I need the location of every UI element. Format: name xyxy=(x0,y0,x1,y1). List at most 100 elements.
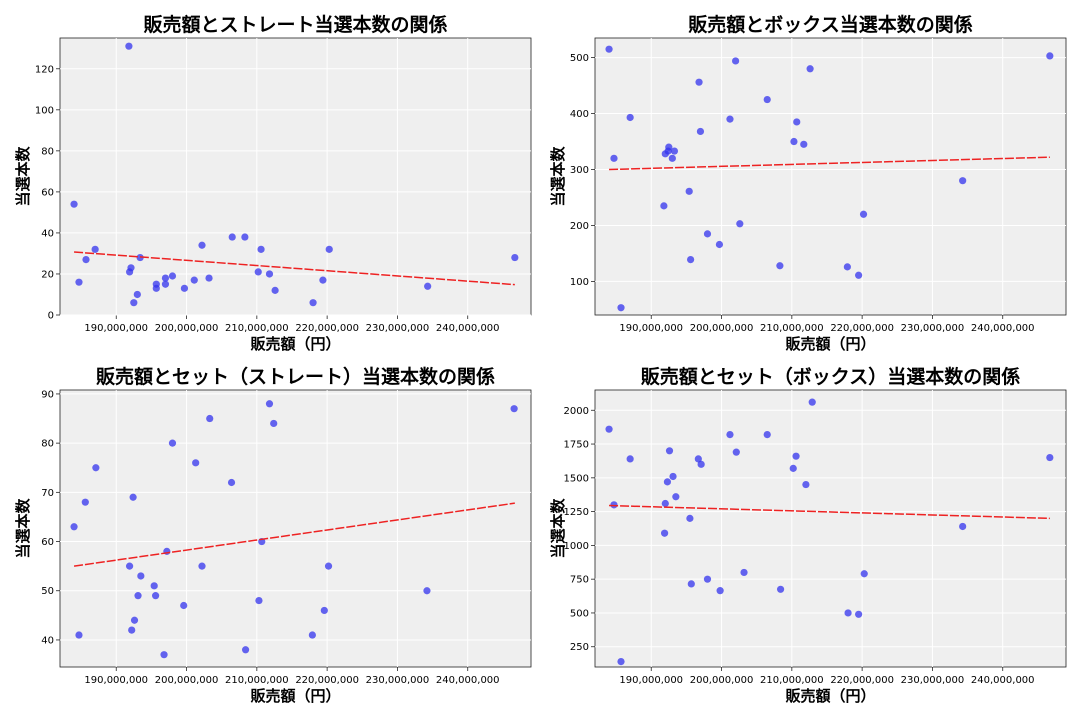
data-point xyxy=(134,592,142,600)
data-point xyxy=(605,45,613,53)
x-tick-label: 220,000,000 xyxy=(295,675,359,686)
data-point xyxy=(152,284,160,292)
data-point xyxy=(160,651,168,659)
y-tick-label: 1000 xyxy=(564,541,589,552)
plot-area xyxy=(59,389,532,668)
y-tick-label: 100 xyxy=(35,105,54,116)
data-point xyxy=(605,425,613,433)
data-point xyxy=(793,118,801,126)
data-point xyxy=(740,568,748,577)
x-axis-label: 販売額（円） xyxy=(250,335,340,353)
chart-panel-3: 190,000,000 200,000,000 210,000,000 220,000… xyxy=(14,365,532,705)
data-point xyxy=(731,57,740,65)
data-point xyxy=(198,562,206,570)
plot-area xyxy=(594,37,1067,316)
data-point xyxy=(133,290,141,299)
trend-line xyxy=(609,156,1050,171)
data-point xyxy=(309,299,317,307)
x-axis-label: 販売額（円） xyxy=(250,687,340,705)
data-point xyxy=(694,455,702,463)
y-tick-label: 400 xyxy=(570,109,589,120)
data-point xyxy=(265,400,274,408)
data-point xyxy=(91,245,99,253)
data-point xyxy=(685,187,693,195)
y-axis-label: 当選本数 xyxy=(14,498,32,559)
data-point xyxy=(198,241,206,249)
data-point xyxy=(665,143,673,151)
y-tick-label: 20 xyxy=(41,269,54,280)
y-tick-label: 80 xyxy=(41,439,54,450)
data-point xyxy=(802,480,810,489)
data-point xyxy=(660,202,668,210)
data-point xyxy=(703,575,712,583)
data-point xyxy=(180,284,189,292)
x-axis-label: 販売額（円） xyxy=(785,687,875,705)
data-point xyxy=(663,478,672,486)
data-point xyxy=(70,523,78,531)
data-point xyxy=(510,405,518,413)
y-tick-label: 120 xyxy=(35,64,54,75)
y-axis-label: 当選本数 xyxy=(14,146,32,207)
data-point xyxy=(855,610,863,618)
y-tick-label: 750 xyxy=(570,575,589,586)
data-point xyxy=(82,256,90,264)
y-tick-label: 250 xyxy=(570,642,589,653)
data-point xyxy=(695,78,703,86)
data-point xyxy=(617,657,625,666)
data-point xyxy=(808,398,816,406)
data-point xyxy=(726,430,734,439)
x-tick-label: 220,000,000 xyxy=(830,323,894,334)
data-point xyxy=(790,137,798,146)
y-tick-label: 500 xyxy=(570,608,589,619)
y-tick-label: 70 xyxy=(41,488,54,499)
data-point xyxy=(670,147,679,155)
x-tick-label: 230,000,000 xyxy=(366,323,430,334)
data-point xyxy=(206,414,214,423)
data-point xyxy=(776,585,785,593)
data-point xyxy=(1046,453,1054,462)
trend-line xyxy=(74,251,515,286)
data-point xyxy=(789,464,797,472)
data-point xyxy=(959,177,967,185)
data-point xyxy=(844,609,852,617)
data-point xyxy=(205,274,213,282)
y-tick-label: 200 xyxy=(570,221,589,232)
data-point xyxy=(241,233,249,241)
y-tick-label: 50 xyxy=(41,586,54,597)
data-point xyxy=(75,278,83,286)
data-point xyxy=(265,270,274,278)
data-point xyxy=(617,304,625,312)
data-point xyxy=(669,472,677,481)
data-point xyxy=(687,580,695,588)
x-tick-label: 210,000,000 xyxy=(225,675,289,686)
data-point xyxy=(668,154,676,162)
data-point xyxy=(1046,52,1054,60)
data-point xyxy=(81,498,89,506)
y-tick-label: 300 xyxy=(570,165,589,176)
y-tick-label: 60 xyxy=(41,537,54,548)
chart-panel-2: 190,000,000 200,000,000 210,000,000 220,000… xyxy=(549,13,1067,353)
data-point xyxy=(271,286,279,294)
data-point xyxy=(716,587,724,595)
x-tick-label: 240,000,000 xyxy=(436,323,500,334)
y-tick-label: 40 xyxy=(41,635,54,646)
chart-panel-4: 190,000,000 200,000,000 210,000,000 220,000… xyxy=(549,365,1067,705)
data-point xyxy=(665,447,674,455)
x-tick-label: 190,000,000 xyxy=(84,323,148,334)
x-tick-label: 210,000,000 xyxy=(760,675,824,686)
data-point xyxy=(763,95,771,104)
x-tick-label: 220,000,000 xyxy=(295,323,359,334)
data-point xyxy=(319,276,327,284)
data-point xyxy=(180,601,188,610)
data-point xyxy=(308,631,316,639)
data-point xyxy=(129,493,137,501)
data-point xyxy=(792,452,800,460)
data-point xyxy=(130,616,139,624)
data-point xyxy=(736,220,744,228)
data-point xyxy=(168,439,177,447)
data-point xyxy=(125,562,134,570)
chart-title: 販売額とボックス当選本数の関係 xyxy=(688,13,972,36)
data-point xyxy=(325,245,333,253)
data-point xyxy=(855,271,863,279)
